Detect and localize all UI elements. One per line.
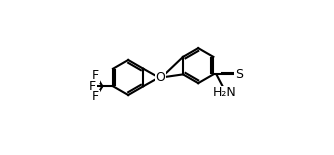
Text: F: F [89,80,96,93]
Text: O: O [155,71,165,84]
Text: F: F [92,69,99,82]
Text: F: F [92,90,99,103]
Text: S: S [235,68,243,81]
Text: H₂N: H₂N [213,86,237,99]
